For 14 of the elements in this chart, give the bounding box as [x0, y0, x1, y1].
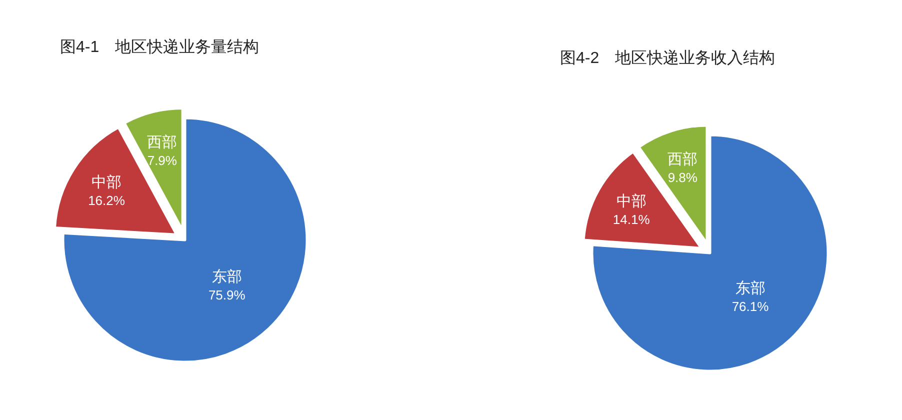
data-label: 9.8%: [668, 170, 698, 186]
slice-label: 西部: [147, 134, 178, 151]
slice-label: 东部: [735, 280, 766, 298]
slice-label: 中部: [616, 192, 646, 210]
slice-label: 西部: [668, 151, 698, 168]
data-label: 14.1%: [612, 212, 650, 227]
data-label: 16.2%: [88, 193, 126, 208]
data-label: 76.1%: [732, 299, 770, 314]
chart-title: 图4-1 地区快递业务量结构: [60, 38, 260, 56]
chart-title: 图4-2 地区快递业务收入结构: [560, 49, 776, 67]
slice-label: 中部: [92, 174, 122, 192]
slice-label: 东部: [212, 268, 242, 286]
data-label: 7.9%: [147, 152, 178, 168]
data-label: 75.9%: [208, 287, 246, 302]
